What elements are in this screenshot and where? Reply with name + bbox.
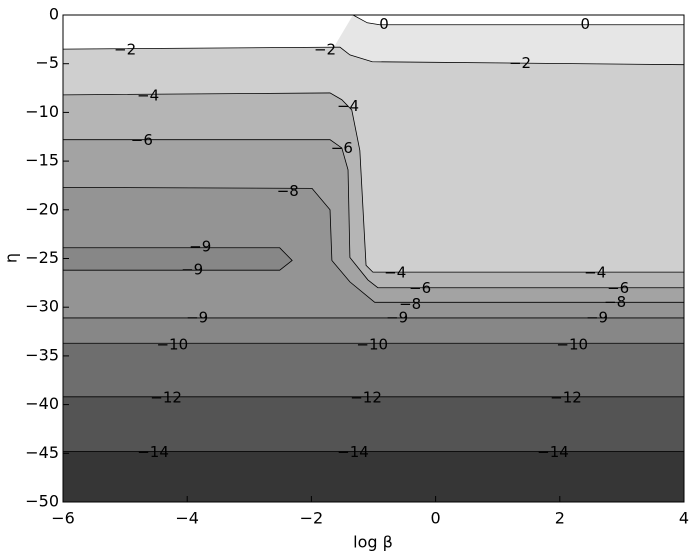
contour-label: −4	[584, 264, 606, 282]
contour-label: −14	[337, 443, 369, 461]
contour-label: −2	[314, 41, 336, 59]
contour-label: −4	[384, 264, 406, 282]
contour-label: −12	[350, 388, 382, 406]
contour-label: 0	[580, 15, 590, 33]
contour-label: −10	[156, 336, 188, 354]
y-axis-label: η	[2, 253, 21, 263]
contour-label: −2	[509, 54, 531, 72]
contour-label: −9	[586, 308, 608, 326]
y-tick-label: −20	[25, 199, 59, 218]
x-tick-label: −2	[300, 509, 324, 528]
x-tick-label: 0	[431, 509, 441, 528]
contour-label: 0	[379, 15, 389, 33]
contour-line	[352, 14, 684, 26]
contour-label: −2	[114, 41, 136, 59]
y-tick-label: −30	[25, 297, 59, 316]
x-tick-label: 4	[679, 509, 689, 528]
contour-label: −14	[537, 443, 569, 461]
y-tick-label: −15	[25, 151, 59, 170]
contour-label: −9	[181, 261, 203, 279]
contour-fill	[63, 451, 684, 502]
y-tick-label: −40	[25, 394, 59, 413]
contour-label: −4	[137, 86, 159, 104]
plot-area: 0 0−2 −2−2−4−4−4 −4−6 −6−6 −6−8−8 −8−9−9−9 −9 −9…	[62, 14, 685, 503]
x-axis-label: log β	[353, 533, 393, 552]
y-tick-label: −50	[25, 492, 59, 511]
contour-line	[63, 139, 684, 289]
contour-label: −10	[356, 336, 388, 354]
contour-label: −8	[399, 295, 421, 313]
contour-fill	[63, 247, 293, 271]
contour-label: −9	[186, 308, 208, 326]
y-tick-label: −25	[25, 248, 59, 267]
x-tick-label: −6	[51, 509, 75, 528]
contour-line	[62, 46, 685, 66]
y-tick-label: −5	[35, 53, 59, 72]
contour-label: −9	[386, 308, 408, 326]
contour-label: −4	[337, 97, 359, 115]
contour-label: −8	[604, 293, 626, 311]
contour-label: −6	[131, 131, 153, 149]
contour-label: −12	[550, 388, 582, 406]
contour-line	[62, 92, 684, 273]
y-tick-label: −10	[25, 102, 59, 121]
contour-label: −8	[277, 182, 299, 200]
contour-label: −12	[150, 388, 182, 406]
y-tick-label: 0	[49, 5, 59, 24]
x-tick-label: −4	[175, 509, 199, 528]
y-tick-label: −35	[25, 345, 59, 364]
contour-label: −10	[556, 336, 588, 354]
contour-label: −6	[409, 279, 431, 297]
contour-label: −6	[607, 279, 629, 297]
contour-label: −9	[189, 237, 211, 255]
contour-line	[62, 186, 684, 303]
x-tick-label: 2	[555, 509, 565, 528]
contour-label: −6	[331, 139, 353, 157]
contour-label: −14	[137, 443, 169, 461]
y-tick-label: −45	[25, 443, 59, 462]
